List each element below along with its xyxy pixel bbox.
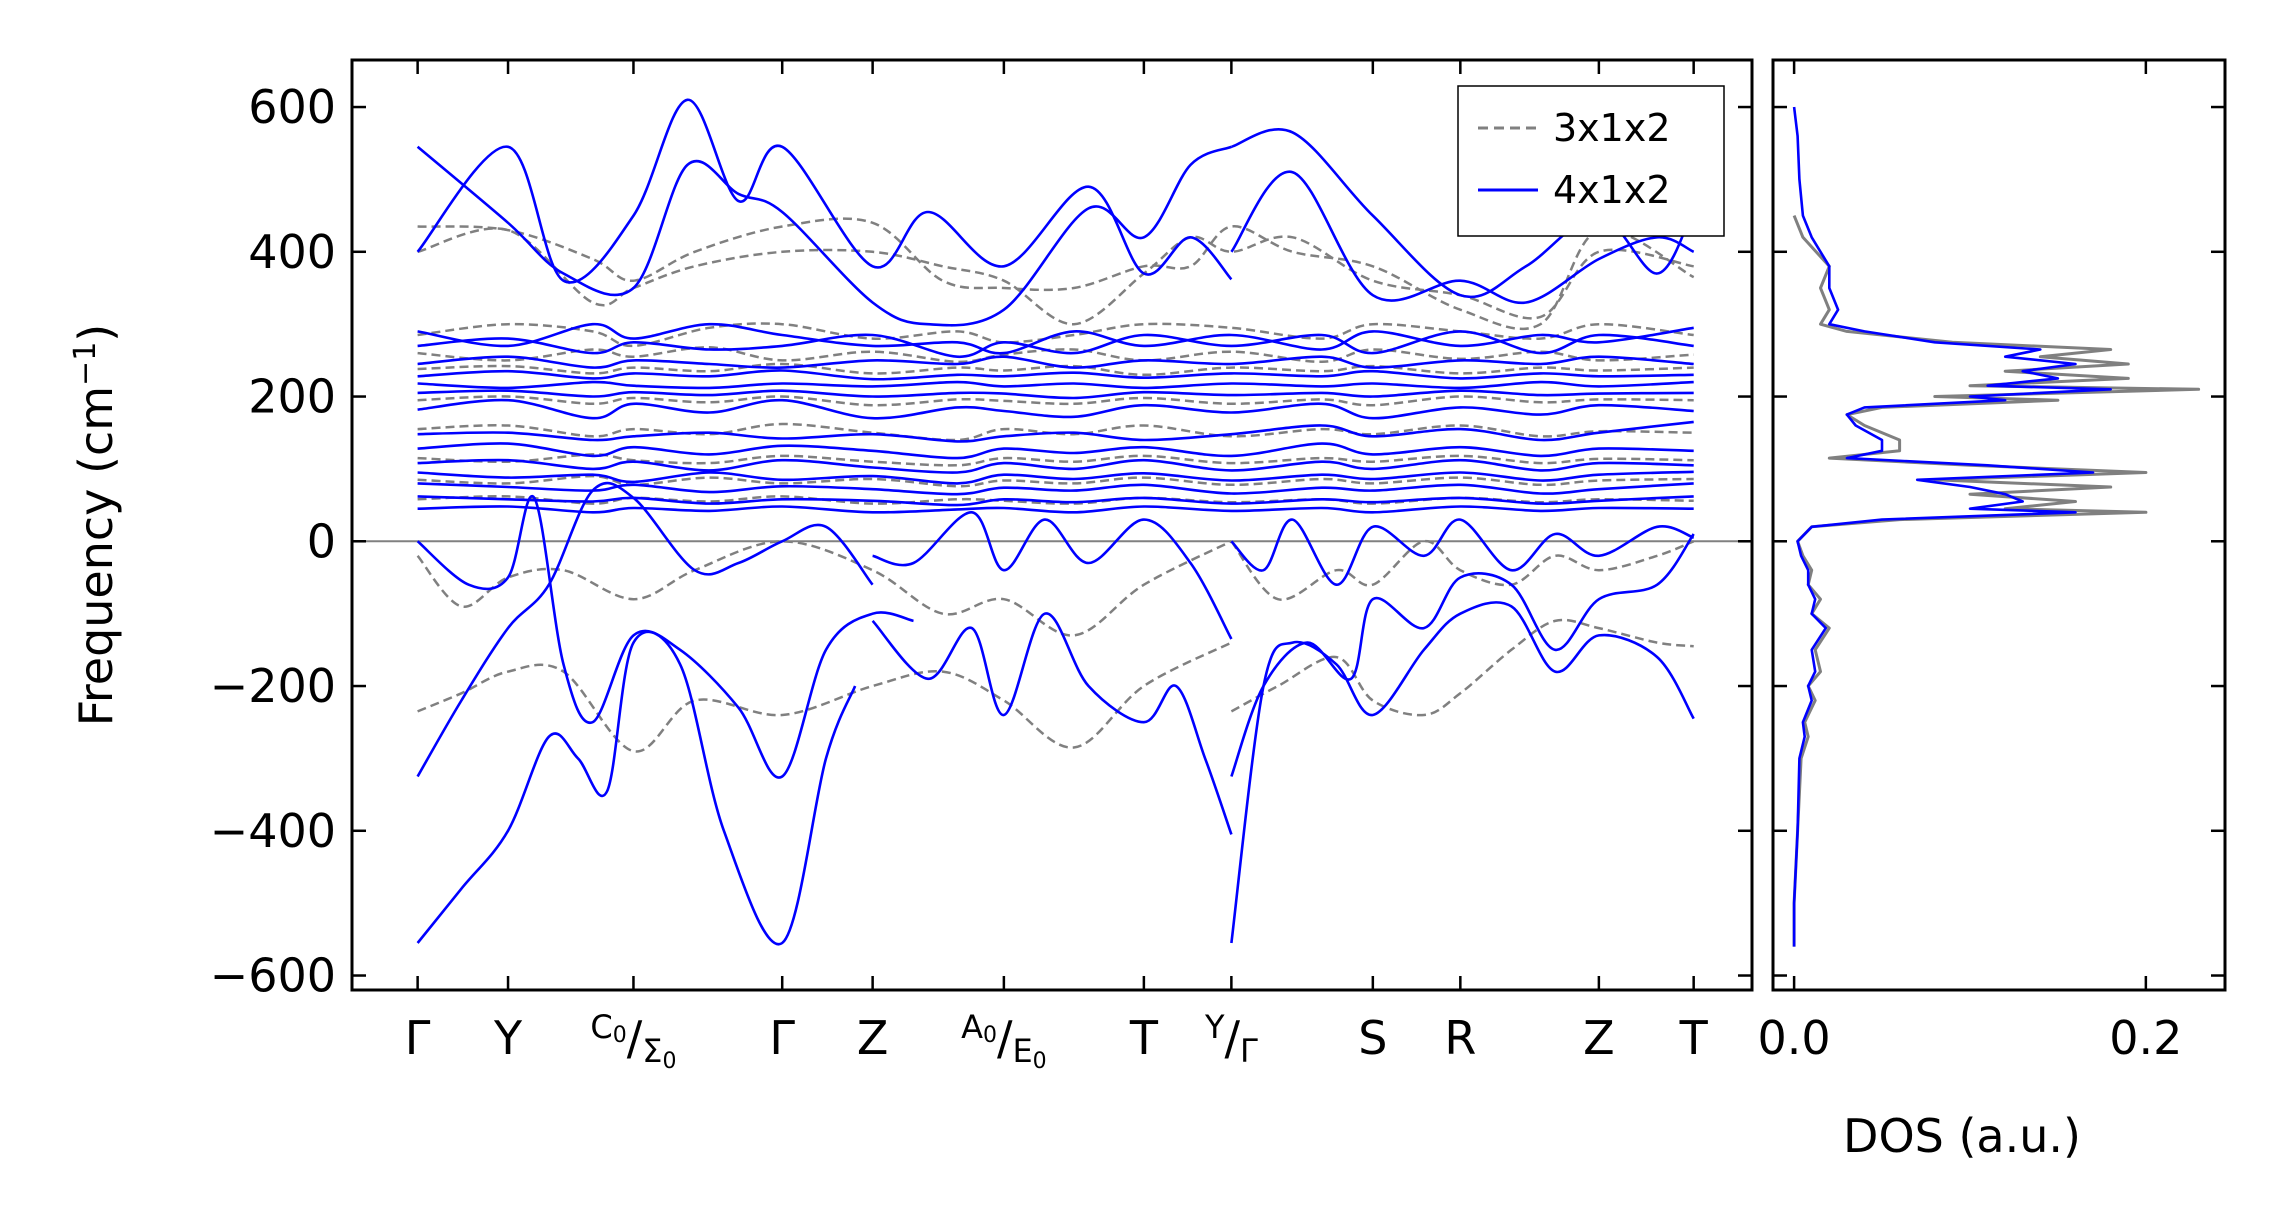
main-plot-frame — [350, 58, 1754, 992]
band-line-4x1x2-23 — [1230, 601, 1695, 944]
band-line-3x1x2-6 — [417, 422, 1694, 442]
band-line-4x1x2-18 — [416, 494, 914, 779]
band-structure-panel: −600 −400 −200 0 200 400 600 Γ Y C0/Σ0 Γ Z A0/E0 T Y/… — [68, 58, 1754, 1074]
band-line-4x1x2-22 — [872, 511, 1233, 640]
y-tick-label: −200 — [210, 659, 336, 713]
dos-plot-frame — [1771, 58, 2227, 992]
band-line-4x1x2-20 — [416, 630, 857, 946]
dos-line-3x1x2 — [1792, 215, 2201, 947]
band-line-4x1x2-17 — [417, 505, 1694, 514]
k-point-label: T — [1129, 1011, 1159, 1065]
dos-axes: 0.0 0.2 — [1758, 60, 2225, 1065]
band-line-3x1x2-10 — [417, 641, 1232, 753]
k-point-label: S — [1358, 1011, 1387, 1065]
band-line-3x1x2-0 — [417, 217, 1695, 330]
band-line-4x1x2-13 — [417, 458, 1694, 474]
band-line-3x1x2-12 — [1230, 618, 1694, 717]
k-point-label: Y — [493, 1011, 523, 1065]
k-point-label: T — [1679, 1011, 1709, 1065]
band-line-4x1x2-19 — [416, 481, 874, 778]
band-line-4x1x2-1 — [416, 98, 1233, 284]
y-tick-label: −600 — [210, 949, 336, 1003]
dos-curves — [1792, 106, 2201, 947]
band-line-4x1x2-8 — [417, 380, 1694, 390]
band-line-4x1x2-14 — [417, 470, 1694, 485]
band-line-4x1x2-16 — [417, 495, 1694, 507]
band-line-3x1x2-9 — [417, 495, 1694, 505]
legend-label-3x1x2: 3x1x2 — [1553, 106, 1671, 150]
dos-panel: 0.0 0.2 DOS (a.u.) — [1758, 58, 2227, 1163]
legend: 3x1x2 4x1x2 — [1457, 85, 1725, 237]
band-line-4x1x2-6 — [417, 355, 1694, 369]
band-line-4x1x2-7 — [417, 369, 1694, 381]
y-tick-label: 0 — [307, 514, 336, 568]
band-line-4x1x2-11 — [417, 420, 1694, 443]
band-line-4x1x2-25 — [1230, 518, 1695, 586]
dos-x-axis-label: DOS (a.u.) — [1843, 1109, 2081, 1163]
legend-box — [1457, 85, 1725, 237]
y-tick-label: −400 — [210, 804, 336, 858]
dos-x-tick-label: 0.0 — [1758, 1011, 1831, 1065]
band-line-3x1x2-13 — [1230, 540, 1695, 601]
series-4x1x2-bands — [416, 98, 1695, 946]
legend-label-4x1x2: 4x1x2 — [1553, 168, 1671, 212]
band-line-3x1x2-7 — [417, 453, 1694, 467]
y-tick-label: 400 — [248, 225, 336, 279]
k-point-label: C0/Σ0 — [590, 1008, 676, 1074]
band-line-4x1x2-4 — [417, 322, 1694, 355]
band-line-4x1x2-12 — [417, 442, 1694, 460]
main-x-axis-kpoints: Γ Y C0/Σ0 Γ Z A0/E0 T Y/Γ S R Z T — [405, 60, 1709, 1074]
band-line-3x1x2-5 — [417, 395, 1694, 407]
k-point-label: Y/Γ — [1204, 1008, 1258, 1070]
band-line-4x1x2-3 — [1230, 170, 1695, 305]
band-line-3x1x2-3 — [417, 346, 1694, 364]
band-line-4x1x2-9 — [417, 389, 1694, 400]
y-axis-label: Frequency (cm−1) — [68, 324, 124, 727]
k-point-label: R — [1444, 1011, 1476, 1065]
band-line-4x1x2-15 — [417, 482, 1694, 496]
k-point-label: Z — [857, 1011, 889, 1065]
main-y-axis: −600 −400 −200 0 200 400 600 — [210, 80, 1752, 1003]
dos-line-4x1x2 — [1792, 106, 2112, 947]
band-line-4x1x2-0 — [416, 145, 1232, 327]
dos-x-tick-label: 0.2 — [2109, 1011, 2182, 1065]
band-line-4x1x2-5 — [417, 330, 1694, 359]
band-line-4x1x2-10 — [417, 398, 1694, 420]
y-tick-label: 600 — [248, 80, 336, 134]
band-line-3x1x2-4 — [417, 362, 1694, 377]
y-tick-label: 200 — [248, 370, 336, 424]
k-point-label: Γ — [769, 1011, 795, 1065]
k-point-label: Γ — [405, 1011, 431, 1065]
k-point-label: A0/E0 — [961, 1008, 1047, 1074]
k-point-label: Z — [1583, 1011, 1615, 1065]
band-line-4x1x2-2 — [1230, 128, 1695, 299]
band-line-4x1x2-24 — [1230, 533, 1695, 777]
band-line-4x1x2-21 — [871, 612, 1233, 835]
band-line-3x1x2-11 — [416, 540, 1232, 637]
